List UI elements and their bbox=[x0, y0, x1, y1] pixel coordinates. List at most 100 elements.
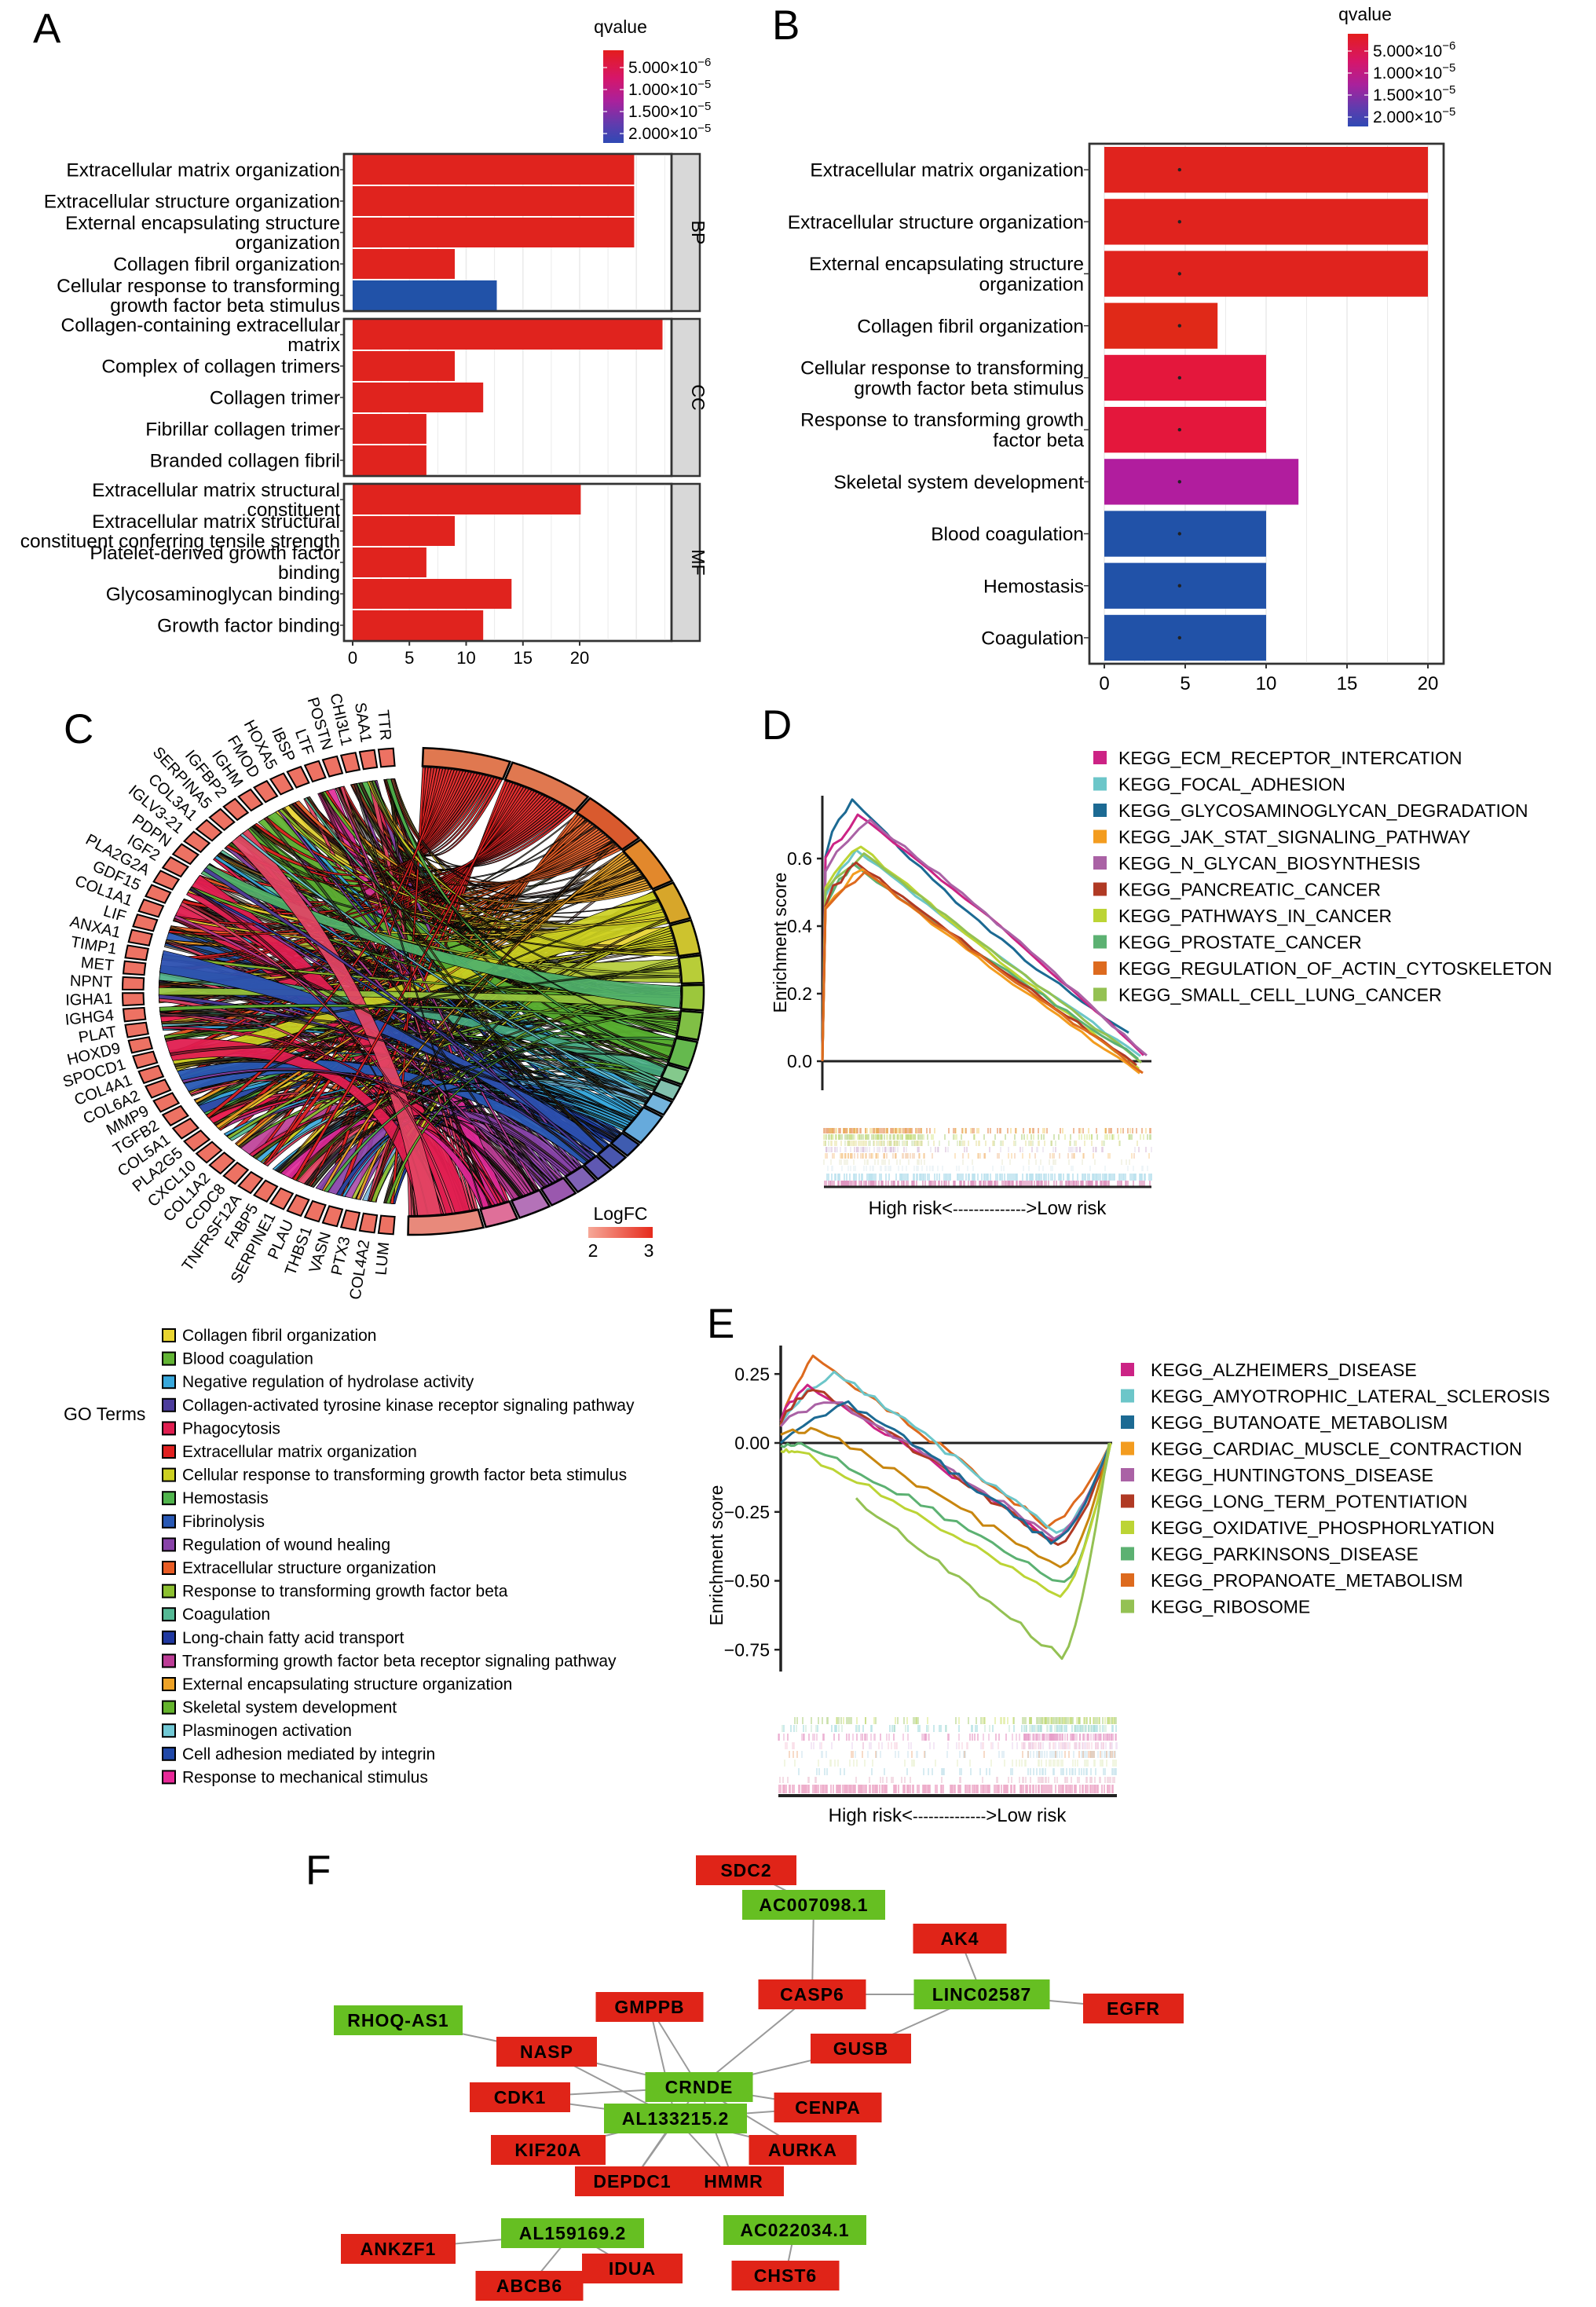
svg-text:KEGG_SMALL_CELL_LUNG_CANCER: KEGG_SMALL_CELL_LUNG_CANCER bbox=[1118, 985, 1442, 1005]
svg-text:0.25: 0.25 bbox=[734, 1364, 770, 1384]
svg-text:Phagocytosis: Phagocytosis bbox=[182, 1419, 280, 1437]
svg-text:15: 15 bbox=[514, 648, 533, 668]
svg-text:NPNT: NPNT bbox=[70, 972, 113, 991]
svg-text:Coagulation: Coagulation bbox=[182, 1606, 270, 1624]
svg-text:−0.75: −0.75 bbox=[724, 1639, 770, 1660]
svg-text:NASP: NASP bbox=[520, 2042, 573, 2062]
svg-text:B: B bbox=[772, 2, 800, 49]
svg-text:GMPPB: GMPPB bbox=[614, 1997, 684, 2017]
svg-text:1.000×10−5: 1.000×10−5 bbox=[628, 78, 711, 99]
svg-text:HMMR: HMMR bbox=[704, 2171, 763, 2192]
svg-text:KEGG_PATHWAYS_IN_CANCER: KEGG_PATHWAYS_IN_CANCER bbox=[1118, 906, 1392, 926]
svg-text:ANKZF1: ANKZF1 bbox=[361, 2239, 437, 2259]
svg-text:Plasminogen activation: Plasminogen activation bbox=[182, 1722, 352, 1740]
svg-text:Extracellular structure organi: Extracellular structure organization bbox=[182, 1559, 436, 1577]
svg-text:KEGG_PANCREATIC_CANCER: KEGG_PANCREATIC_CANCER bbox=[1118, 880, 1381, 900]
svg-text:Collagen-containing extracellu: Collagen-containing extracellular matrix bbox=[61, 315, 340, 356]
svg-text:KEGG_AMYOTROPHIC_LATERAL_SCLER: KEGG_AMYOTROPHIC_LATERAL_SCLEROSIS bbox=[1151, 1386, 1550, 1407]
svg-text:Fibrinolysis: Fibrinolysis bbox=[182, 1513, 265, 1531]
svg-text:Platelet-derived growth factor: Platelet-derived growth factor binding bbox=[90, 543, 340, 584]
svg-text:KEGG_N_GLYCAN_BIOSYNTHESIS: KEGG_N_GLYCAN_BIOSYNTHESIS bbox=[1118, 853, 1420, 873]
svg-text:Branded collagen fibril: Branded collagen fibril bbox=[150, 451, 340, 472]
svg-text:Collagen fibril organization: Collagen fibril organization bbox=[857, 316, 1084, 337]
svg-text:KEGG_REGULATION_OF_ACTIN_CYTOS: KEGG_REGULATION_OF_ACTIN_CYTOSKELETON bbox=[1118, 958, 1552, 979]
svg-text:2.000×10−5: 2.000×10−5 bbox=[1373, 105, 1455, 126]
svg-text:F: F bbox=[306, 1847, 331, 1894]
svg-text:High risk<-------------->Low r: High risk<-------------->Low risk bbox=[829, 1805, 1067, 1826]
svg-text:External encapsulating structu: External encapsulating structure organiza… bbox=[809, 254, 1084, 295]
svg-text:LUM: LUM bbox=[372, 1241, 393, 1276]
svg-text:Extracellular matrix structura: Extracellular matrix structural constitue… bbox=[20, 511, 340, 552]
svg-text:A: A bbox=[33, 5, 61, 52]
svg-text:−0.25: −0.25 bbox=[724, 1502, 770, 1522]
svg-text:Regulation of wound healing: Regulation of wound healing bbox=[182, 1536, 390, 1554]
svg-text:C: C bbox=[64, 706, 93, 753]
svg-text:Collagen fibril organization: Collagen fibril organization bbox=[113, 255, 340, 276]
svg-text:Response to transforming growt: Response to transforming growth factor b… bbox=[182, 1583, 508, 1601]
svg-text:LogFC: LogFC bbox=[593, 1203, 647, 1224]
svg-text:KEGG_GLYCOSAMINOGLYCAN_DEGRADA: KEGG_GLYCOSAMINOGLYCAN_DEGRADATION bbox=[1118, 800, 1528, 821]
svg-text:1.500×10−5: 1.500×10−5 bbox=[628, 100, 711, 121]
svg-text:AC022034.1: AC022034.1 bbox=[740, 2220, 849, 2240]
svg-text:IDUA: IDUA bbox=[609, 2258, 656, 2279]
svg-text:GO Terms: GO Terms bbox=[64, 1404, 145, 1424]
svg-text:Skeletal system development: Skeletal system development bbox=[182, 1699, 397, 1717]
svg-text:GUSB: GUSB bbox=[833, 2038, 888, 2059]
svg-text:Extracellular structure organi: Extracellular structure organization bbox=[44, 192, 340, 213]
svg-text:Cellular response to transform: Cellular response to transforming growth… bbox=[182, 1467, 627, 1485]
svg-text:Complex of collagen trimers: Complex of collagen trimers bbox=[101, 357, 340, 378]
svg-text:KEGG_PARKINSONS_DISEASE: KEGG_PARKINSONS_DISEASE bbox=[1151, 1544, 1418, 1565]
svg-text:CHST6: CHST6 bbox=[754, 2265, 817, 2286]
svg-text:0.0: 0.0 bbox=[787, 1051, 812, 1071]
svg-text:LINC02587: LINC02587 bbox=[932, 1984, 1032, 2005]
svg-text:Extracellular matrix organizat: Extracellular matrix organization bbox=[182, 1443, 417, 1461]
svg-text:0.00: 0.00 bbox=[734, 1433, 770, 1453]
svg-text:Blood coagulation: Blood coagulation bbox=[931, 524, 1084, 545]
svg-text:Cell adhesion mediated by inte: Cell adhesion mediated by integrin bbox=[182, 1745, 435, 1763]
svg-text:KEGG_LONG_TERM_POTENTIATION: KEGG_LONG_TERM_POTENTIATION bbox=[1151, 1492, 1467, 1512]
svg-text:Skeletal system development: Skeletal system development bbox=[833, 472, 1084, 493]
svg-text:KEGG_PROSTATE_CANCER: KEGG_PROSTATE_CANCER bbox=[1118, 932, 1362, 953]
svg-text:KEGG_ECM_RECEPTOR_INTERCATION: KEGG_ECM_RECEPTOR_INTERCATION bbox=[1118, 748, 1462, 768]
svg-text:Hemostasis: Hemostasis bbox=[182, 1489, 269, 1507]
svg-text:KEGG_OXIDATIVE_PHOSPHORLYATION: KEGG_OXIDATIVE_PHOSPHORLYATION bbox=[1151, 1518, 1495, 1538]
svg-text:Negative regulation of hydrola: Negative regulation of hydrolase activit… bbox=[182, 1373, 474, 1391]
svg-text:RHOQ-AS1: RHOQ-AS1 bbox=[347, 2010, 448, 2031]
svg-text:Enrichment score: Enrichment score bbox=[770, 873, 790, 1013]
svg-text:5: 5 bbox=[1180, 673, 1190, 694]
svg-text:Response to mechanical stimulu: Response to mechanical stimulus bbox=[182, 1768, 428, 1786]
svg-text:Fibrillar collagen trimer: Fibrillar collagen trimer bbox=[145, 419, 340, 441]
svg-text:5.000×10−6: 5.000×10−6 bbox=[1373, 39, 1455, 60]
svg-text:Coagulation: Coagulation bbox=[981, 628, 1084, 649]
svg-text:AC007098.1: AC007098.1 bbox=[759, 1895, 868, 1915]
svg-text:Extracellular matrix structura: Extracellular matrix structural constitue… bbox=[92, 480, 340, 521]
svg-text:CC: CC bbox=[688, 384, 708, 410]
svg-text:0: 0 bbox=[348, 648, 357, 668]
svg-text:20: 20 bbox=[570, 648, 589, 668]
svg-text:CASP6: CASP6 bbox=[780, 1984, 844, 2005]
svg-text:SDC2: SDC2 bbox=[720, 1860, 771, 1880]
svg-text:qvalue: qvalue bbox=[1338, 4, 1392, 24]
svg-text:0.6: 0.6 bbox=[787, 848, 812, 869]
svg-text:KEGG_JAK_STAT_SIGNALING_PATHWA: KEGG_JAK_STAT_SIGNALING_PATHWAY bbox=[1118, 827, 1470, 848]
svg-text:Cellular response to transform: Cellular response to transforming growth … bbox=[800, 357, 1084, 399]
svg-text:3: 3 bbox=[644, 1240, 654, 1261]
svg-text:KEGG_HUNTINGTONS_DISEASE: KEGG_HUNTINGTONS_DISEASE bbox=[1151, 1465, 1433, 1485]
svg-text:0.2: 0.2 bbox=[787, 983, 812, 1004]
svg-text:Collagen trimer: Collagen trimer bbox=[210, 388, 340, 409]
svg-text:KEGG_RIBOSOME: KEGG_RIBOSOME bbox=[1151, 1597, 1310, 1617]
svg-text:CDK1: CDK1 bbox=[494, 2087, 547, 2107]
svg-text:ABCB6: ABCB6 bbox=[496, 2276, 562, 2296]
svg-text:DEPDC1: DEPDC1 bbox=[593, 2171, 671, 2192]
svg-text:2.000×10−5: 2.000×10−5 bbox=[628, 122, 711, 143]
svg-text:TTR: TTR bbox=[374, 709, 394, 742]
svg-text:KIF20A: KIF20A bbox=[514, 2140, 581, 2160]
svg-text:15: 15 bbox=[1337, 673, 1358, 694]
svg-text:Hemostasis: Hemostasis bbox=[983, 576, 1084, 597]
svg-text:BP: BP bbox=[688, 221, 708, 245]
svg-text:0.4: 0.4 bbox=[787, 916, 812, 936]
svg-text:10: 10 bbox=[1256, 673, 1277, 694]
svg-text:E: E bbox=[707, 1301, 734, 1347]
svg-text:KEGG_CARDIAC_MUSCLE_CONTRACTIO: KEGG_CARDIAC_MUSCLE_CONTRACTION bbox=[1151, 1439, 1522, 1459]
svg-text:1.500×10−5: 1.500×10−5 bbox=[1373, 83, 1455, 104]
